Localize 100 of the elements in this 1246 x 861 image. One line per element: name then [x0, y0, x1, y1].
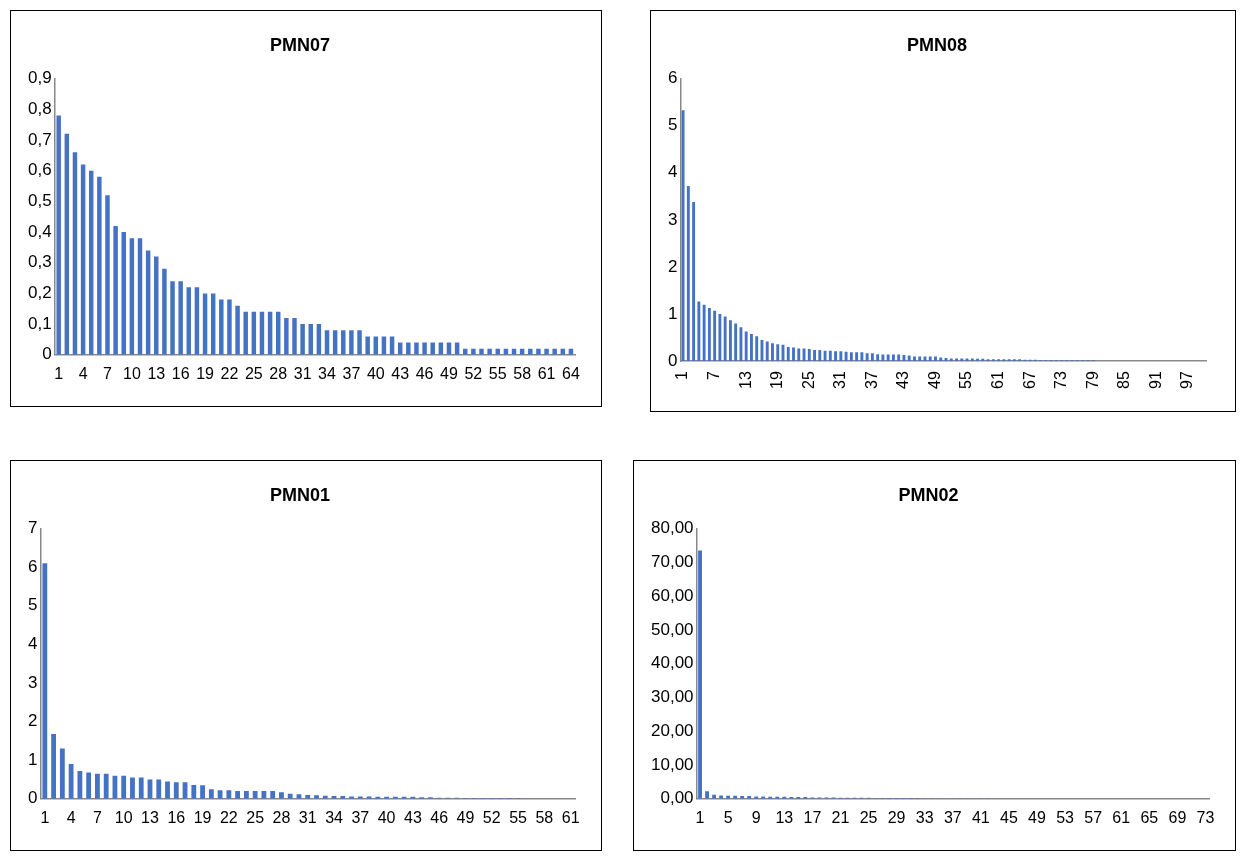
bar: [797, 348, 801, 362]
x-tick-label: 19: [196, 364, 215, 382]
bar: [860, 352, 864, 362]
bar: [949, 358, 953, 362]
x-tick-label: 43: [894, 371, 912, 389]
y-tick-label: 1: [667, 303, 678, 323]
bar: [208, 789, 214, 799]
bar: [698, 550, 702, 799]
y-tick-label: 0,2: [27, 283, 52, 303]
bar: [200, 785, 205, 799]
x-tick-label: 1: [54, 364, 64, 382]
bar: [849, 352, 853, 362]
x-tick-label: 91: [1146, 371, 1164, 389]
x-tick-label: 37: [943, 808, 962, 826]
x-tick-label: 55: [488, 364, 507, 382]
x-tick-label: 25: [246, 808, 265, 826]
x-tick-label: 31: [298, 808, 317, 826]
x-tick-label: 57: [1084, 808, 1103, 826]
x-tick-label: 61: [561, 808, 580, 826]
bar: [934, 356, 937, 362]
x-tick-label: 85: [1115, 371, 1133, 389]
x-tick-label: 61: [537, 364, 556, 382]
x-tick-label: 58: [513, 364, 532, 382]
x-tick-label: 40: [366, 364, 385, 382]
bar: [865, 353, 869, 362]
y-tick-label: 20,00: [650, 720, 694, 740]
x-tick-label: 13: [775, 808, 794, 826]
x-tick-label: 37: [351, 808, 370, 826]
bar: [913, 356, 916, 362]
x-tick-label: 53: [1056, 808, 1075, 826]
bar: [771, 343, 774, 362]
bar: [130, 777, 135, 799]
chart-title: PMN07: [269, 34, 331, 55]
bar: [51, 733, 57, 799]
bar: [728, 320, 732, 362]
bar: [235, 305, 240, 355]
x-tick-label: 49: [1028, 808, 1047, 826]
bar: [723, 316, 727, 362]
y-tick-label: 0,8: [27, 98, 52, 118]
bar: [881, 354, 885, 362]
x-tick-label: 49: [440, 364, 458, 382]
y-tick-label: 0,9: [27, 68, 52, 88]
bar: [844, 351, 848, 362]
y-tick-label: 40,00: [650, 653, 694, 673]
bar: [279, 792, 284, 799]
bar: [105, 195, 110, 355]
bar: [813, 349, 816, 362]
bar: [68, 764, 74, 799]
x-tick-label: 79: [1083, 371, 1101, 389]
bar: [357, 330, 362, 355]
x-tick-label: 7: [705, 371, 723, 381]
bar: [121, 775, 127, 799]
bar: [86, 772, 92, 799]
x-tick-label: 19: [768, 371, 786, 389]
y-tick-label: 0,6: [27, 160, 52, 180]
y-tick-label: 50,00: [650, 619, 694, 639]
bar: [681, 110, 685, 362]
y-tick-label: 5: [27, 595, 38, 615]
bar: [902, 355, 906, 362]
bar: [707, 307, 711, 362]
bar: [886, 354, 890, 362]
y-tick-label: 0,3: [27, 252, 52, 272]
x-tick-label: 34: [325, 808, 344, 826]
y-tick-label: 70,00: [650, 552, 694, 572]
x-tick-label: 73: [1196, 808, 1215, 826]
x-tick-label: 64: [562, 364, 580, 382]
x-tick-label: 43: [391, 364, 410, 382]
x-tick-label: 55: [957, 371, 975, 389]
bar: [544, 348, 549, 355]
x-tick-label: 19: [193, 808, 212, 826]
y-tick-label: 0: [27, 788, 38, 808]
x-tick-label: 52: [464, 364, 483, 382]
bar: [235, 791, 241, 799]
bar: [765, 341, 769, 362]
x-tick-label: 1: [695, 808, 705, 826]
x-tick-label: 69: [1168, 808, 1187, 826]
bar: [970, 358, 974, 362]
x-tick-label: 52: [482, 808, 501, 826]
y-tick-label: 0: [42, 344, 52, 364]
bar: [243, 311, 248, 355]
y-tick-label: 5: [667, 115, 678, 135]
y-tick-label: 7: [27, 518, 38, 538]
bar: [284, 317, 289, 355]
bar: [855, 352, 859, 362]
bar: [487, 348, 492, 355]
bar: [750, 333, 753, 362]
bar: [170, 281, 175, 355]
x-tick-label: 13: [141, 808, 159, 826]
y-tick-label: 0,00: [660, 788, 694, 808]
bar: [536, 348, 541, 355]
bar: [713, 310, 717, 362]
bar: [776, 344, 780, 362]
bar: [165, 781, 170, 799]
bar: [828, 350, 832, 362]
bar: [960, 358, 964, 362]
bar: [697, 301, 701, 362]
bar: [113, 225, 118, 355]
bar: [227, 299, 232, 355]
chart-title: PMN02: [898, 484, 959, 505]
bar: [156, 779, 162, 799]
